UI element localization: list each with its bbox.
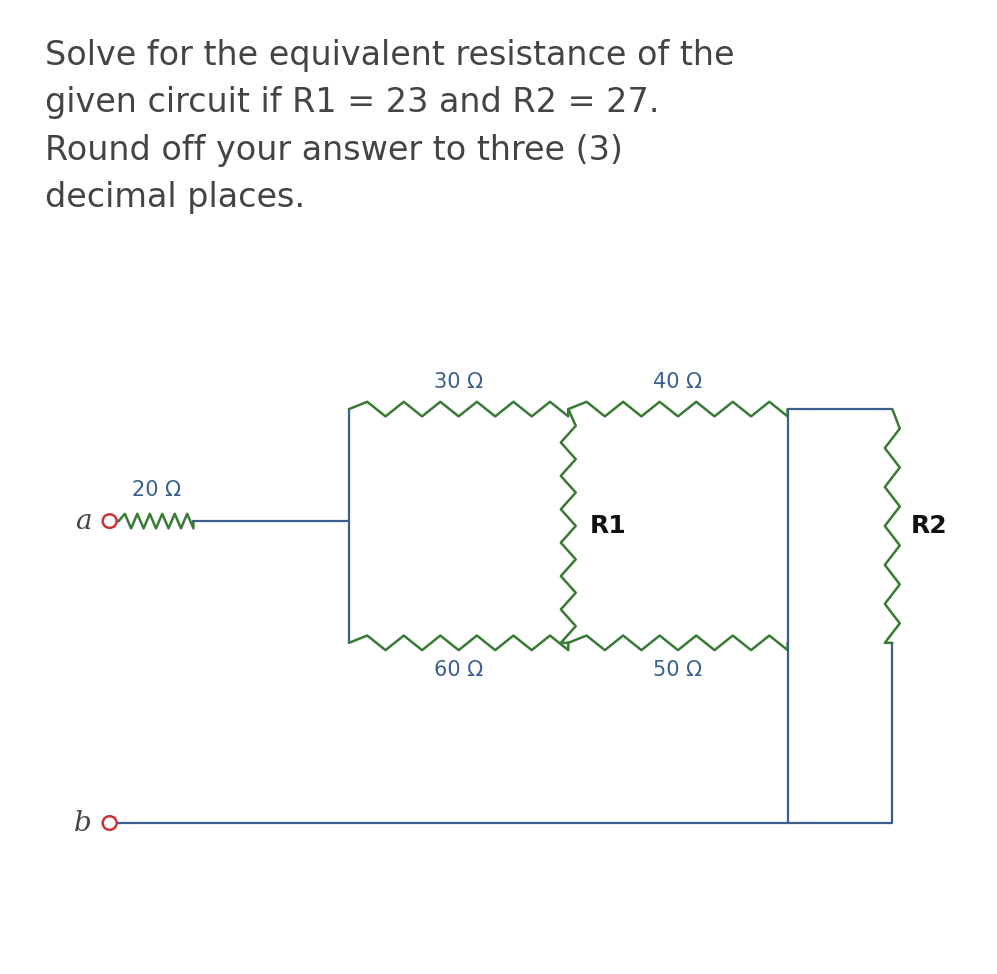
Text: Solve for the equivalent resistance of the
given circuit if R1 = 23 and R2 = 27.: Solve for the equivalent resistance of t… — [45, 39, 735, 214]
Text: R1: R1 — [590, 514, 627, 538]
Text: 20 Ω: 20 Ω — [132, 479, 180, 500]
Text: b: b — [74, 809, 92, 837]
Text: a: a — [75, 507, 92, 535]
Text: 50 Ω: 50 Ω — [653, 660, 703, 681]
Text: 60 Ω: 60 Ω — [434, 660, 484, 681]
Text: R2: R2 — [910, 514, 947, 538]
Text: 30 Ω: 30 Ω — [434, 371, 484, 392]
Text: 40 Ω: 40 Ω — [653, 371, 703, 392]
